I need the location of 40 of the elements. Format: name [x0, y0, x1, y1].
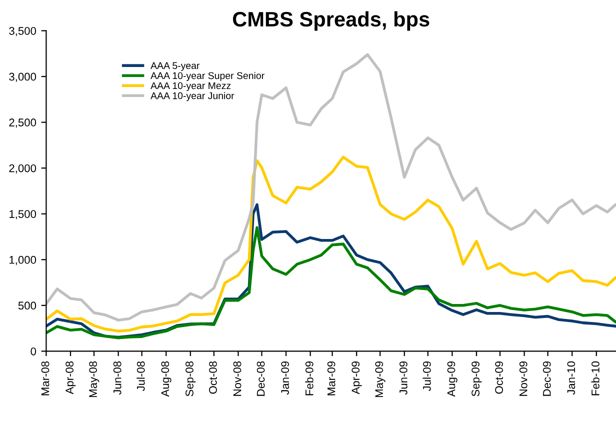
x-tick-label: Sep-09	[472, 361, 482, 396]
line-series	[46, 226, 616, 340]
x-tick-label: Nov-09	[519, 361, 528, 396]
legend-label: AAA 10-year Junior	[150, 92, 234, 102]
x-tick-label: May-09	[375, 361, 386, 398]
x-tick-label: Jan-10	[567, 361, 576, 395]
y-tick-label: 3,000	[9, 72, 36, 82]
y-tick-label: 0	[30, 347, 36, 356]
y-tick-label: 500	[18, 302, 36, 310]
x-tick-label: Aug-09	[447, 361, 458, 397]
x-tick-label: May-08	[89, 361, 100, 398]
legend-label: AAA 5-year	[150, 62, 200, 71]
x-tick-label: Feb-09	[305, 361, 314, 396]
x-tick-label: Mar-08	[41, 361, 50, 396]
x-tick-label: Oct-08	[209, 361, 217, 394]
y-tick-label: 3,500	[9, 26, 36, 36]
y-tick-label: 2,500	[9, 118, 36, 128]
y-tick-label: 2,000	[9, 164, 36, 174]
x-tick-label: Feb-10	[591, 361, 600, 396]
x-tick-label: Jun-09	[399, 361, 408, 395]
x-tick-label: Sep-08	[186, 361, 196, 396]
x-tick-label: Jul-08	[136, 361, 145, 392]
x-tick-label: Jan-09	[281, 361, 290, 395]
x-tick-label: Nov-08	[233, 361, 242, 396]
x-tick-label: Jul-09	[422, 361, 431, 392]
x-tick-label: Aug-08	[161, 361, 172, 397]
x-tick-label: Apr-08	[66, 361, 76, 394]
x-tick-label: Oct-09	[495, 361, 503, 394]
line-series	[46, 53, 616, 322]
y-tick-label: 1,500	[10, 210, 36, 220]
chart-title: CMBS Spreads, bps	[232, 11, 430, 31]
legend-label: AAA 10-year Super Senior	[150, 72, 264, 82]
legend-label: AAA 10-year Mezz	[150, 82, 231, 92]
x-tick-label: Jun-08	[113, 361, 122, 395]
x-tick-label: Mar-09	[327, 361, 336, 396]
y-tick-label: 1,000	[10, 256, 36, 266]
x-tick-label: Apr-09	[352, 361, 362, 394]
x-tick-label: Dec-09	[542, 361, 551, 396]
line-series	[46, 156, 616, 332]
x-tick-label: Dec-08	[256, 361, 265, 396]
